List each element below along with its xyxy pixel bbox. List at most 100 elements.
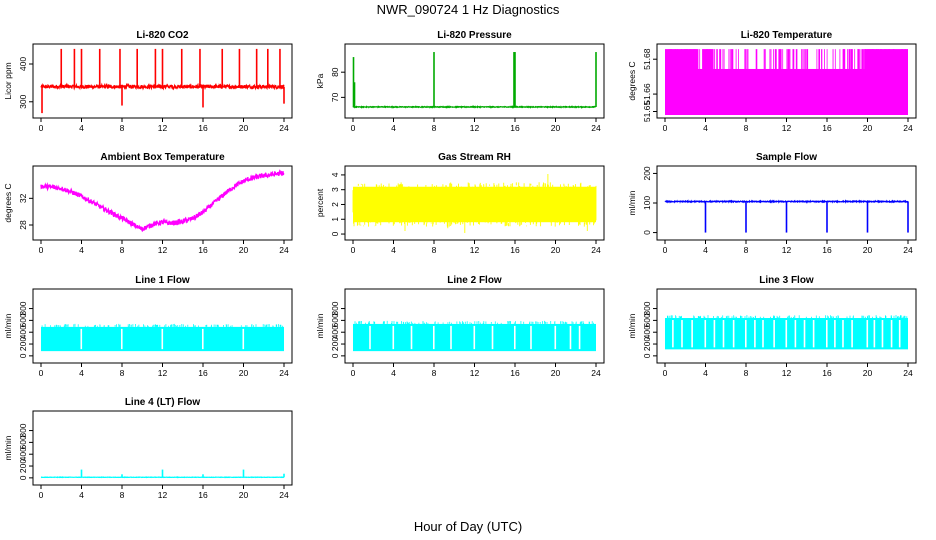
- series-plot: [352, 52, 597, 109]
- upper-band: [850, 49, 853, 115]
- x-tick-label: 8: [120, 245, 125, 255]
- y-tick-label: 32: [18, 193, 28, 203]
- panel-3: Li-820 Temperature degrees C 0 4 8 12 16 20 24 51…: [627, 30, 917, 133]
- switch-gap: [704, 320, 707, 348]
- switch-gap: [744, 320, 747, 348]
- switch-gap: [722, 320, 725, 348]
- x-tick-label: 8: [744, 368, 749, 378]
- y-tick-label: 400: [18, 57, 28, 71]
- x-tick-label: 12: [470, 368, 480, 378]
- series-plot: [40, 48, 285, 114]
- x-tick-label: 0: [663, 368, 668, 378]
- x-tick-label: 20: [551, 245, 561, 255]
- switch-gap: [732, 320, 735, 348]
- switch-gap: [842, 320, 844, 348]
- x-tick-label: 8: [744, 123, 749, 133]
- switch-gap: [161, 328, 164, 350]
- y-tick-label: 0: [330, 353, 340, 358]
- x-tick-label: 24: [279, 123, 289, 133]
- y-tick-label: 200: [642, 337, 652, 351]
- y-axis-label: ml/min: [627, 190, 637, 215]
- switch-gap: [762, 320, 764, 348]
- x-tick-label: 8: [432, 245, 437, 255]
- x-tick-label: 20: [863, 245, 873, 255]
- series-top-noise: [41, 323, 283, 327]
- switch-gap: [773, 320, 775, 348]
- y-tick-label: 0: [330, 231, 340, 236]
- upper-band: [702, 49, 714, 115]
- switch-gap: [866, 320, 869, 348]
- y-tick-label: 4: [330, 172, 340, 177]
- y-axis-label: ml/min: [315, 313, 325, 338]
- series-band: [352, 174, 597, 233]
- x-tick-label: 16: [510, 368, 520, 378]
- switch-gap: [681, 320, 683, 348]
- panel-title: Gas Stream RH: [438, 152, 511, 163]
- switch-gap: [569, 325, 572, 350]
- x-tick-label: 8: [120, 123, 125, 133]
- x-tick-label: 0: [39, 245, 44, 255]
- figure-xlabel: Hour of Day (UTC): [414, 519, 522, 534]
- x-tick-label: 4: [703, 123, 708, 133]
- y-tick-label: 400: [18, 325, 28, 339]
- switch-gap: [672, 320, 674, 348]
- y-tick-label: 2: [330, 202, 340, 207]
- x-tick-label: 12: [158, 245, 168, 255]
- switch-gap: [794, 320, 797, 348]
- x-tick-label: 24: [279, 368, 289, 378]
- panel-8: Line 2 Flow ml/min 0 4 8 12 16 20 24 0 20040060080…: [315, 275, 605, 378]
- y-axis-label: degrees C: [3, 183, 13, 222]
- x-tick-label: 0: [351, 245, 356, 255]
- x-tick-label: 16: [198, 490, 208, 500]
- x-tick-label: 4: [391, 368, 396, 378]
- switch-gap: [754, 320, 756, 348]
- panel-title: Li-820 Temperature: [741, 30, 833, 41]
- switch-gap: [898, 320, 901, 348]
- x-tick-label: 16: [822, 368, 832, 378]
- y-tick-label: 80: [330, 67, 340, 77]
- x-tick-label: 24: [591, 123, 601, 133]
- series-plot: [40, 469, 285, 479]
- panel-4: Ambient Box Temperature degrees C 0 4 8 12 16 2…: [3, 152, 293, 255]
- switch-gap: [530, 325, 532, 350]
- panel-2: Li-820 Pressure kPa 0 4 8 12 16 20 24 70 80: [315, 30, 605, 133]
- y-tick-label: 0: [642, 230, 652, 235]
- panel-title: Ambient Box Temperature: [100, 152, 225, 163]
- x-tick-label: 16: [510, 245, 520, 255]
- series-top-noise: [667, 315, 908, 318]
- x-tick-label: 24: [903, 245, 913, 255]
- y-tick-label: 0: [642, 353, 652, 358]
- series-plot: [353, 320, 596, 352]
- switch-gap: [369, 325, 371, 350]
- y-tick-label: 3: [330, 187, 340, 192]
- x-tick-label: 8: [120, 368, 125, 378]
- x-tick-label: 20: [239, 123, 249, 133]
- y-tick-label: 0: [18, 475, 28, 480]
- series-line: [352, 104, 597, 109]
- switch-gap: [554, 325, 557, 350]
- switch-gap: [803, 320, 806, 348]
- x-tick-label: 20: [863, 123, 873, 133]
- x-tick-label: 12: [782, 245, 792, 255]
- y-tick-label: 800: [18, 423, 28, 437]
- switch-gap: [120, 328, 123, 350]
- switch-gap: [812, 320, 815, 348]
- x-tick-label: 20: [551, 368, 561, 378]
- series-plot: [40, 168, 285, 233]
- switch-gap: [825, 320, 828, 348]
- series-plot: [41, 323, 284, 352]
- panel-title: Li-820 Pressure: [437, 30, 512, 41]
- x-tick-label: 8: [744, 245, 749, 255]
- x-tick-label: 20: [239, 245, 249, 255]
- panel-6: Sample Flow ml/min 0 4 8 12 16 20 24 0 100 200: [627, 152, 917, 255]
- x-tick-label: 12: [782, 123, 792, 133]
- series-plot: [664, 199, 909, 233]
- y-tick-label: 400: [330, 325, 340, 339]
- y-tick-label: 400: [642, 325, 652, 339]
- y-tick-label: 100: [642, 196, 652, 210]
- x-tick-label: 24: [591, 245, 601, 255]
- x-tick-label: 0: [351, 368, 356, 378]
- y-tick-label: 800: [18, 301, 28, 315]
